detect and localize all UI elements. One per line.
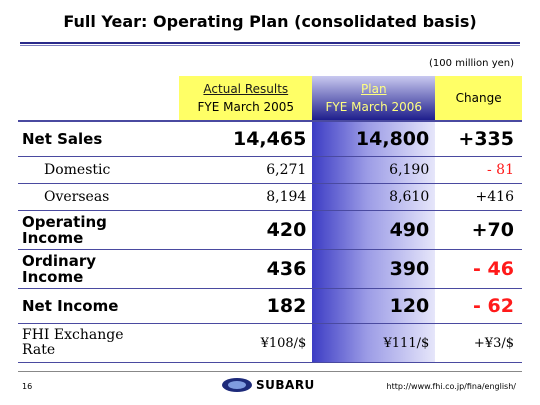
actual-exchange-rate: ¥108/$ — [179, 323, 313, 363]
actual-overseas: 8,194 — [179, 183, 313, 211]
title-divider — [20, 42, 520, 44]
change-domestic: - 81 — [435, 156, 522, 184]
subaru-logo: SUBARU — [222, 377, 315, 393]
actual-domestic: 6,271 — [179, 156, 313, 184]
title-bar: Full Year: Operating Plan (consolidated … — [0, 0, 540, 46]
row-label-exchange-rate-line1: FHI Exchange — [22, 327, 124, 343]
table-row: Net Sales 14,465 14,800 +335 — [18, 121, 522, 157]
subaru-emblem-icon — [222, 378, 252, 392]
plan-ordinary-income: 390 — [312, 249, 436, 289]
table-header-row: Actual Results FYE March 2005 Plan FYE M… — [18, 76, 522, 122]
row-label-domestic: Domestic — [18, 156, 180, 184]
change-exchange-rate: +¥3/$ — [435, 323, 522, 363]
table-row: Net Income 182 120 - 62 — [18, 288, 522, 324]
header-actual-results: Actual Results FYE March 2005 — [179, 76, 313, 122]
row-label-operating-income: Operating Income — [18, 210, 180, 250]
header-plan: Plan FYE March 2006 — [312, 76, 436, 122]
footer-url: http://www.fhi.co.jp/fina/english/ — [386, 382, 516, 391]
row-label-net-sales: Net Sales — [18, 121, 180, 157]
plan-overseas: 8,610 — [312, 183, 436, 211]
logo-text: SUBARU — [256, 378, 315, 392]
table-row: FHI Exchange Rate ¥108/$ ¥111/$ +¥3/$ — [18, 323, 522, 363]
plan-net-sales: 14,800 — [312, 121, 436, 157]
header-blank-cell — [18, 76, 180, 122]
table-row: Operating Income 420 490 +70 — [18, 210, 522, 250]
page-title: Full Year: Operating Plan (consolidated … — [63, 12, 477, 31]
actual-ordinary-income: 436 — [179, 249, 313, 289]
actual-net-sales: 14,465 — [179, 121, 313, 157]
header-plan-line2: FYE March 2006 — [325, 100, 423, 114]
table-row: Ordinary Income 436 390 - 46 — [18, 249, 522, 289]
actual-operating-income: 420 — [179, 210, 313, 250]
change-operating-income: +70 — [435, 210, 522, 250]
actual-net-income: 182 — [179, 288, 313, 324]
change-net-income: - 62 — [435, 288, 522, 324]
change-ordinary-income: - 46 — [435, 249, 522, 289]
row-label-exchange-rate: FHI Exchange Rate — [18, 323, 180, 363]
change-overseas: +416 — [435, 183, 522, 211]
plan-net-income: 120 — [312, 288, 436, 324]
table-row: Overseas 8,194 8,610 +416 — [18, 183, 522, 211]
plan-operating-income: 490 — [312, 210, 436, 250]
plan-domestic: 6,190 — [312, 156, 436, 184]
title-divider-secondary — [20, 45, 520, 46]
row-label-operating-income-line2: Income — [22, 229, 84, 247]
table-row: Domestic 6,271 6,190 - 81 — [18, 156, 522, 184]
page-number: 16 — [22, 382, 33, 391]
row-label-net-income: Net Income — [18, 288, 180, 324]
row-label-operating-income-line1: Operating — [22, 213, 107, 231]
header-change: Change — [435, 76, 522, 122]
plan-exchange-rate: ¥111/$ — [312, 323, 436, 363]
row-label-overseas: Overseas — [18, 183, 180, 211]
header-plan-line1: Plan — [361, 82, 387, 96]
footer-divider — [18, 371, 522, 372]
header-actual-line1: Actual Results — [203, 82, 289, 96]
operating-plan-table: Actual Results FYE March 2005 Plan FYE M… — [18, 76, 522, 363]
header-actual-line2: FYE March 2005 — [197, 100, 295, 114]
change-net-sales: +335 — [435, 121, 522, 157]
row-label-ordinary-income-line1: Ordinary — [22, 252, 97, 270]
row-label-ordinary-income-line2: Income — [22, 268, 84, 286]
row-label-exchange-rate-line2: Rate — [22, 342, 56, 358]
row-label-ordinary-income: Ordinary Income — [18, 249, 180, 289]
unit-label: (100 million yen) — [429, 58, 514, 69]
